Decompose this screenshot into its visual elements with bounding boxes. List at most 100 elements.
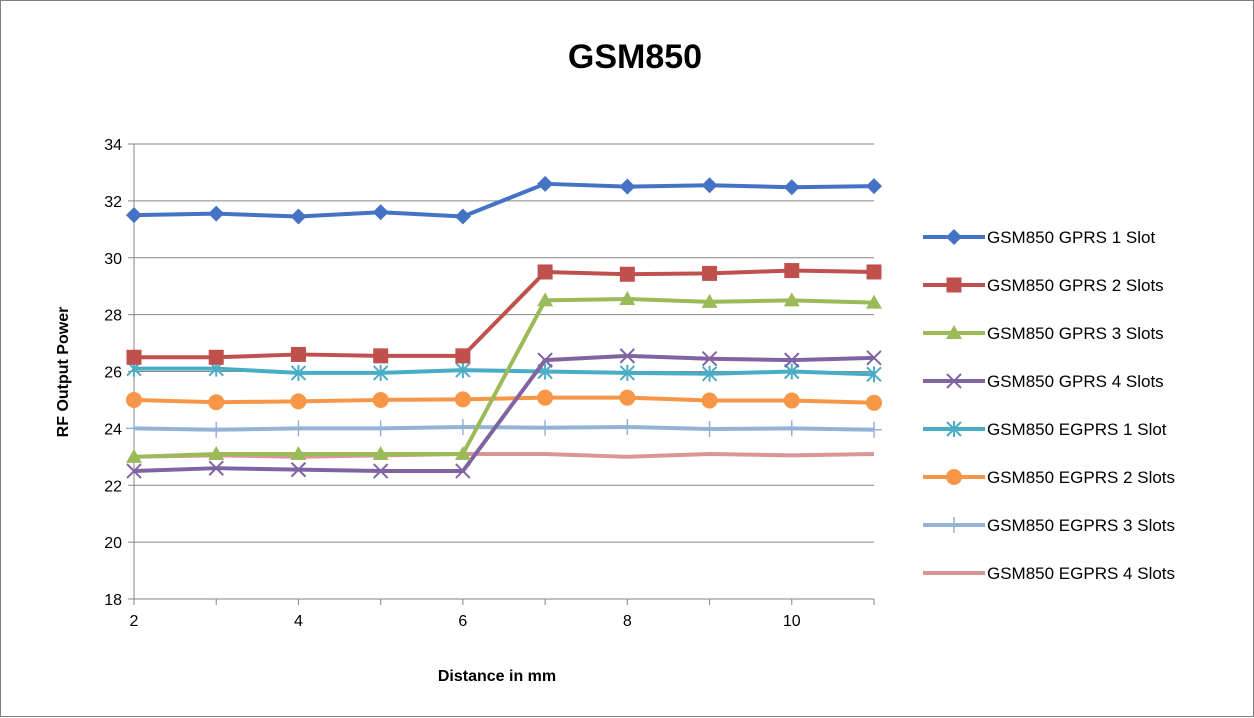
data-point — [454, 418, 471, 435]
legend-item: GSM850 EGPRS 3 Slots — [923, 516, 1175, 535]
data-point — [783, 392, 800, 409]
data-point — [701, 420, 718, 437]
data-point — [372, 204, 389, 221]
data-point — [537, 389, 554, 406]
series-line — [133, 353, 875, 474]
series-6 — [126, 389, 882, 411]
data-point — [455, 463, 471, 479]
data-point — [702, 265, 718, 281]
series-line — [134, 268, 875, 360]
x-axis-title: Distance in mm — [438, 668, 556, 685]
data-point — [290, 445, 307, 460]
data-point — [784, 352, 800, 368]
legend-label: GSM850 GPRS 3 Slots — [987, 324, 1164, 343]
y-tick-label: 18 — [104, 592, 122, 609]
series-line — [133, 424, 875, 432]
data-point — [372, 364, 389, 381]
data-point — [290, 364, 307, 381]
y-tick-label: 24 — [104, 421, 122, 438]
legend-item: GSM850 GPRS 3 Slots — [923, 324, 1164, 343]
data-point — [619, 266, 635, 282]
data-point — [701, 177, 718, 194]
data-point — [208, 349, 224, 365]
marker-stroke — [701, 350, 718, 367]
legend-label: GSM850 GPRS 2 Slots — [987, 276, 1164, 295]
data-point — [454, 445, 471, 460]
data-point — [866, 394, 882, 411]
data-point — [126, 207, 142, 224]
y-tick-label: 26 — [104, 365, 122, 382]
chart-title: GSM850 — [568, 38, 702, 76]
data-point — [783, 420, 800, 437]
data-point — [701, 350, 718, 367]
data-point — [290, 461, 307, 478]
data-point — [126, 349, 142, 365]
legend-label: GSM850 EGPRS 4 Slots — [987, 564, 1175, 583]
data-point — [454, 208, 471, 225]
legend-marker — [946, 469, 962, 485]
data-point — [537, 419, 554, 436]
marker-stroke — [455, 463, 471, 479]
data-point — [783, 179, 800, 196]
data-point — [866, 294, 882, 309]
data-point — [866, 350, 882, 366]
legend-marker — [946, 277, 962, 293]
data-point — [208, 394, 225, 411]
marker-stroke — [290, 461, 307, 478]
legend-label: GSM850 GPRS 4 Slots — [987, 372, 1164, 391]
marker-stroke — [946, 373, 962, 389]
data-point — [619, 178, 636, 195]
marker-stroke — [537, 352, 553, 368]
data-point — [537, 292, 554, 307]
legend-label: GSM850 GPRS 1 Slot — [987, 228, 1155, 247]
data-point — [619, 348, 636, 364]
series-7 — [126, 418, 882, 438]
series-line — [133, 451, 875, 459]
legend-label: GSM850 EGPRS 1 Slot — [987, 420, 1167, 439]
data-point — [208, 205, 225, 222]
data-point — [537, 264, 553, 280]
y-tick-label: 20 — [104, 535, 122, 552]
data-point — [619, 389, 636, 406]
marker-stroke — [866, 350, 882, 366]
gridlines — [134, 143, 874, 543]
series-3 — [126, 290, 882, 463]
series-line — [133, 296, 875, 459]
legend-marker — [946, 373, 962, 389]
data-point — [126, 391, 142, 408]
data-point — [866, 366, 882, 383]
x-tick-label: 10 — [783, 613, 801, 630]
series-2 — [126, 263, 882, 365]
data-point — [290, 208, 307, 225]
y-tick-label: 30 — [104, 251, 122, 268]
data-point — [619, 290, 636, 305]
legend-label: GSM850 EGPRS 3 Slots — [987, 516, 1175, 535]
data-point — [701, 293, 718, 308]
legend-item: GSM850 GPRS 4 Slots — [923, 372, 1164, 391]
data-point — [208, 421, 225, 438]
x-tick-label: 2 — [130, 613, 139, 630]
data-point — [701, 392, 718, 409]
data-point — [866, 178, 882, 195]
data-point — [372, 463, 389, 479]
legend-item: GSM850 EGPRS 2 Slots — [923, 468, 1175, 487]
data-point — [372, 391, 389, 408]
legend-marker — [946, 325, 962, 339]
data-point — [373, 348, 389, 364]
series-group — [126, 175, 882, 479]
y-tick-label: 32 — [104, 194, 122, 211]
data-point — [208, 445, 225, 460]
legend-item: GSM850 EGPRS 4 Slots — [923, 564, 1175, 583]
marker-stroke — [372, 463, 389, 479]
data-point — [372, 420, 389, 437]
data-point — [784, 363, 800, 380]
legend-item: GSM850 EGPRS 1 Slot — [923, 420, 1167, 439]
data-point — [126, 463, 142, 479]
data-point — [537, 175, 554, 192]
legend-marker — [946, 421, 962, 437]
legend-marker — [946, 517, 962, 533]
data-point — [866, 421, 882, 438]
marker-stroke — [784, 352, 800, 368]
data-point — [866, 264, 882, 280]
